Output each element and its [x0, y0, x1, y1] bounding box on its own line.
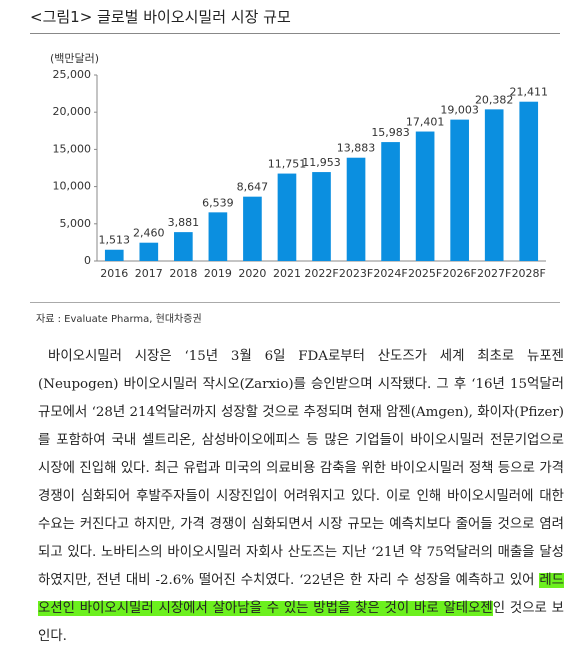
x-tick-label: 2021 — [273, 267, 301, 280]
bar — [484, 109, 504, 262]
bar — [139, 242, 159, 261]
value-label: 15,983 — [371, 126, 410, 139]
bar — [277, 173, 297, 261]
bar — [208, 212, 228, 261]
value-label: 20,382 — [475, 93, 514, 106]
y-tick-label: 10,000 — [53, 180, 92, 193]
value-label: 17,401 — [406, 116, 445, 129]
value-label: 21,411 — [509, 86, 548, 99]
x-tick-label: 2023F — [339, 267, 373, 280]
chart: (백만달러) 0 5,000 10,000 15,000 20,000 25,000 201… — [50, 52, 548, 280]
y-tick-label: 25,000 — [53, 68, 92, 81]
separator — [30, 302, 560, 303]
y-tick-label: 0 — [84, 254, 91, 267]
figure-title: <그림1> 글로벌 바이오시밀러 시장 규모 — [30, 8, 291, 26]
x-tick-label: 2020 — [238, 267, 266, 280]
bar — [415, 131, 435, 261]
body-text: 바이오시밀러 시장은 ‘15년 3월 6일 FDA로부터 산도즈가 세계 최초로… — [38, 343, 564, 651]
x-tick-label: 2022F — [304, 267, 338, 280]
value-label: 11,953 — [302, 156, 341, 169]
value-label: 1,513 — [99, 234, 131, 247]
x-tick-label: 2024F — [373, 267, 407, 280]
bar — [174, 232, 193, 261]
value-label: 6,539 — [202, 196, 234, 209]
x-tick-label: 2016 — [100, 267, 128, 280]
bar — [312, 172, 331, 261]
y-tick-label: 20,000 — [53, 105, 92, 118]
value-label: 11,751 — [268, 158, 307, 171]
bar — [519, 101, 539, 261]
bar — [381, 142, 400, 261]
x-tick-label: 2017 — [135, 267, 163, 280]
x-tick-label: 2025F — [408, 267, 442, 280]
bar — [104, 249, 124, 261]
body-after: 인 것으로 보인다. — [38, 601, 564, 644]
y-tick-label: 15,000 — [53, 142, 92, 155]
bar — [346, 157, 366, 261]
source: 자료 : Evaluate Pharma, 현대차증권 — [36, 314, 202, 325]
value-label: 2,460 — [133, 227, 165, 240]
y-tick-label: 5,000 — [60, 217, 92, 230]
x-tick-label: 2027F — [477, 267, 511, 280]
x-tick-label: 2019 — [204, 267, 232, 280]
body-before: 바이오시밀러 시장은 ‘15년 3월 6일 FDA로부터 산도즈가 세계 최초로… — [38, 349, 564, 588]
value-label: 19,003 — [440, 104, 479, 117]
y-axis-label: (백만달러) — [50, 52, 99, 65]
title-rule — [30, 33, 560, 34]
value-label: 13,883 — [337, 142, 376, 155]
bar — [243, 196, 262, 261]
x-tick-label: 2018 — [169, 267, 197, 280]
bar — [450, 119, 469, 262]
value-label: 8,647 — [237, 181, 269, 194]
x-tick-label: 2028F — [512, 267, 546, 280]
x-tick-label: 2026F — [442, 267, 476, 280]
value-label: 3,881 — [168, 216, 200, 229]
